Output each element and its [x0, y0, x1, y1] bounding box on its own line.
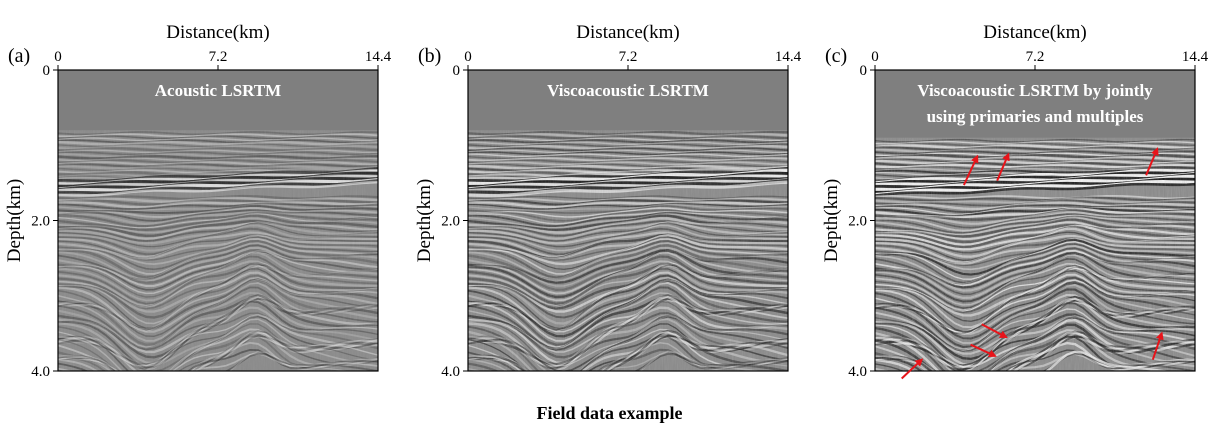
y-tick-label: 2.0: [31, 214, 50, 230]
water-column: [875, 70, 1195, 138]
red-arrow-annotation: [962, 154, 979, 186]
seismic-grain: [875, 137, 1195, 371]
seismic-panel-a: 0 7.2 14.4 0 2.0 4.0 Distance(km) Depth(km) (a) A…: [4, 22, 392, 380]
x-tick-label: 0: [871, 49, 879, 65]
water-column: [468, 70, 788, 131]
panel-letter: (b): [418, 45, 441, 67]
x-tick-label: 0: [54, 49, 62, 65]
panel-caption: Acoustic LSRTM: [155, 81, 281, 100]
y-tick-label: 0: [860, 63, 868, 79]
y-tick-label: 4.0: [848, 364, 867, 380]
red-arrow-annotation: [981, 323, 1008, 339]
x-axis-title: Distance(km): [166, 22, 269, 43]
panel-caption: Viscoacoustic LSRTM by jointly: [917, 81, 1153, 100]
x-axis-title: Distance(km): [983, 22, 1086, 43]
y-tick-label: 4.0: [441, 364, 460, 380]
seismic-image: [875, 70, 1195, 371]
x-tick-label: 7.2: [209, 49, 228, 65]
y-tick-label: 0: [453, 63, 461, 79]
x-tick-label: 0: [464, 49, 472, 65]
y-axis-title: Depth(km): [821, 179, 842, 262]
seismic-image: [58, 70, 378, 371]
y-tick-label: 0: [43, 63, 51, 79]
red-arrow-annotation: [1151, 331, 1164, 361]
seismic-panel-b: 0 7.2 14.4 0 2.0 4.0 Distance(km) Depth(km) (b) V…: [414, 22, 802, 380]
y-tick-label: 2.0: [848, 214, 867, 230]
y-axis-title: Depth(km): [414, 179, 435, 262]
x-tick-label: 14.4: [775, 49, 802, 65]
seismic-grain: [58, 130, 378, 371]
water-column: [58, 70, 378, 131]
x-axis-title: Distance(km): [576, 22, 679, 43]
red-arrow-annotation: [901, 358, 924, 380]
y-tick-label: 2.0: [441, 214, 460, 230]
panel-letter: (c): [825, 45, 847, 67]
panel-caption: Viscoacoustic LSRTM: [547, 81, 709, 100]
y-tick-label: 4.0: [31, 364, 50, 380]
x-tick-label: 14.4: [365, 49, 392, 65]
red-arrow-annotation: [996, 152, 1010, 181]
figure-caption: Field data example: [536, 403, 683, 423]
x-tick-label: 7.2: [619, 49, 638, 65]
panel-caption: using primaries and multiples: [927, 107, 1144, 126]
panel-letter: (a): [8, 45, 30, 67]
x-tick-label: 14.4: [1182, 49, 1209, 65]
y-axis-title: Depth(km): [4, 179, 25, 262]
seismic-grain: [468, 130, 788, 371]
x-tick-label: 7.2: [1026, 49, 1045, 65]
red-arrow-annotation: [1145, 147, 1159, 176]
seismic-image: [468, 70, 788, 371]
seismic-panel-c: 0 7.2 14.4 0 2.0 4.0 Distance(km) Depth(km) (c) V…: [821, 22, 1209, 380]
red-arrow-annotation: [970, 343, 997, 358]
